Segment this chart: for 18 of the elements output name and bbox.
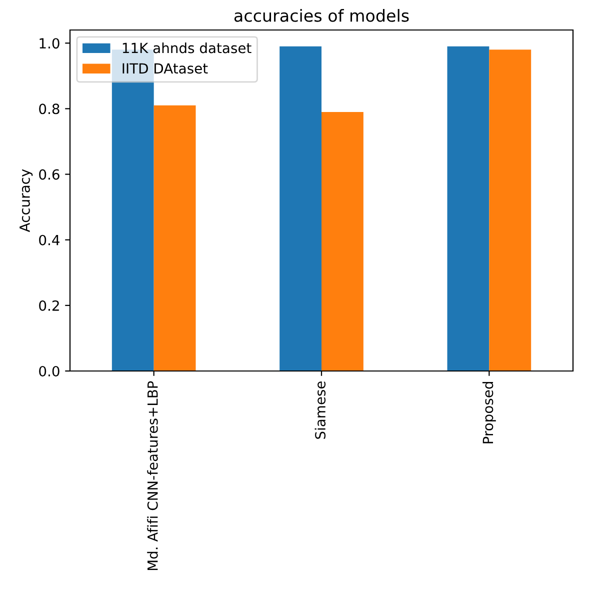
bar (154, 105, 196, 371)
chart-title: accuracies of models (234, 9, 409, 22)
bar (322, 112, 364, 371)
y-tick-label: 0.4 (39, 234, 60, 246)
legend-label: 11K ahnds dataset (122, 42, 252, 54)
y-tick-label: 0.2 (39, 300, 59, 311)
y-tick-label: 0.6 (39, 169, 60, 180)
x-tick-label: Md. Afifi CNN-features+LBP (147, 381, 158, 570)
y-tick-label: 0.8 (39, 104, 60, 114)
bar (489, 50, 532, 371)
x-tick-label: Siamese (314, 381, 326, 439)
y-tick-label: 1.0 (40, 38, 60, 49)
y-tick-label: 0.0 (39, 366, 60, 376)
bar (280, 46, 322, 371)
x-tick-label: Proposed (482, 382, 496, 444)
legend-label: IITD DAtaset (122, 63, 208, 74)
bar (447, 46, 490, 371)
y-axis-title: Accuracy (20, 169, 33, 232)
